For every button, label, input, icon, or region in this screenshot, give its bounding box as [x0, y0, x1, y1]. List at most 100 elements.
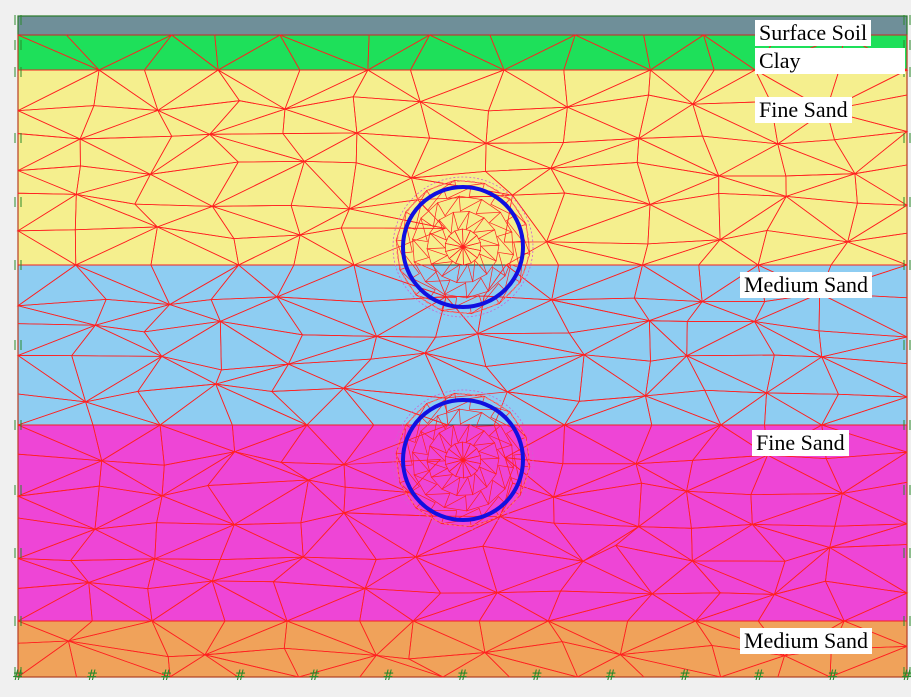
tunnel-mesh-element	[478, 253, 497, 275]
mesh-element	[483, 651, 578, 678]
tunnel-mesh-element	[452, 211, 470, 231]
tunnel-mesh-element	[399, 269, 422, 296]
tunnel-mesh-element	[462, 455, 482, 465]
bottom-fixity-marker: #	[901, 668, 911, 684]
lower-tunnel	[392, 389, 534, 531]
tunnel-mesh-element	[480, 457, 500, 475]
tunnel-mesh-element	[395, 211, 407, 242]
interface-ring-outer	[392, 176, 534, 318]
tunnel-mesh-element	[472, 217, 496, 233]
tunnel-mesh-element	[412, 451, 430, 476]
bottom-fixity-marker: #	[605, 668, 617, 684]
bottom-fixity-marker: #	[531, 668, 543, 684]
tunnel-mesh-element	[395, 424, 407, 455]
mesh-element	[67, 640, 171, 678]
tunnel-mesh-element	[429, 432, 448, 454]
tunnel-mesh-element	[413, 474, 438, 496]
tunnel-mesh-element	[420, 414, 439, 441]
tunnel-mesh-element	[477, 442, 500, 459]
tunnel-mesh-element	[399, 482, 422, 509]
tunnel-mesh-element	[477, 229, 500, 246]
layer-label-medium-sand-upper: Medium Sand	[740, 272, 873, 298]
tunnel-mesh-element	[413, 261, 438, 283]
tunnel-mesh-element	[412, 430, 428, 456]
tunnel-mesh-element	[441, 476, 461, 496]
bottom-fixity-marker: #	[679, 668, 691, 684]
tunnel-mesh-element	[487, 479, 506, 506]
mesh-element	[340, 227, 446, 266]
upper-tunnel	[392, 176, 534, 318]
tunnel-mesh-element	[426, 232, 446, 250]
tunnel-mesh-element	[424, 493, 451, 508]
tunnel-mesh-element	[496, 444, 514, 469]
bottom-fixity-marker: #	[234, 668, 246, 684]
bottom-fixity-marker: #	[160, 668, 172, 684]
bottom-fixity-marker: #	[12, 668, 24, 684]
mesh-element	[204, 654, 299, 678]
tunnel-mesh-element	[405, 403, 427, 430]
tunnel-mesh-element	[415, 507, 445, 525]
tunnel-lining	[401, 185, 525, 309]
tunnel-mesh-element	[415, 294, 445, 312]
tunnel-mesh-element	[480, 244, 500, 262]
tunnel-mesh-element	[458, 408, 483, 425]
tunnel-mesh-element	[465, 424, 485, 444]
layer-label-clay: Clay	[755, 48, 905, 74]
tunnel-mesh-element	[443, 282, 468, 299]
tunnel-mesh-element	[426, 248, 449, 265]
tunnel-mesh-element	[426, 445, 446, 463]
tunnel-mesh-element	[412, 238, 430, 263]
tunnel-mesh-element	[438, 211, 454, 235]
tunnel-mesh-element	[441, 263, 461, 283]
tunnel-mesh-element	[437, 195, 461, 217]
tunnel-mesh-element	[487, 266, 506, 293]
tunnel-mesh-element	[496, 231, 514, 256]
tunnel-mesh-element	[456, 476, 474, 496]
tunnel-mesh-element	[430, 474, 454, 490]
tunnel-mesh-element	[412, 217, 428, 243]
layer-label-medium-sand-lower: Medium Sand	[740, 628, 873, 654]
layer-label-surface-soil: Surface Soil	[755, 20, 872, 46]
tunnel-mesh-element	[462, 242, 482, 252]
tunnel-mesh-element	[478, 466, 497, 488]
tunnel-mesh-element	[472, 472, 488, 496]
tunnel-mesh-element	[475, 199, 502, 214]
tunnel-mesh-element	[429, 219, 448, 241]
finite-element-mesh	[16, 33, 909, 678]
tunnel-mesh-element	[465, 277, 489, 299]
interface-ring-outer	[392, 389, 534, 531]
tunnel-mesh-element	[452, 424, 470, 444]
tunnel-linings	[392, 176, 534, 531]
tunnel-mesh-element	[488, 424, 513, 446]
tunnel-mesh-element	[426, 461, 449, 478]
mesh-element	[359, 654, 444, 678]
mesh-element	[619, 653, 721, 678]
tunnel-mesh-element	[475, 412, 502, 427]
tunnel-mesh-element	[472, 430, 496, 446]
interface-ring	[396, 393, 530, 527]
layer-label-fine-sand-lower: Fine Sand	[752, 430, 849, 456]
tunnel-mesh-element	[395, 453, 408, 484]
boundary-fixities: # # # # # # # # # # # # #	[12, 15, 911, 684]
bottom-fixity-marker: #	[308, 668, 320, 684]
tunnel-mesh-element	[465, 211, 485, 231]
tunnel-mesh-element	[437, 408, 461, 430]
bottom-fixity-marker: #	[86, 668, 98, 684]
tunnel-lining	[401, 398, 525, 522]
bottom-fixity-marker: #	[383, 668, 395, 684]
mesh-element	[342, 424, 448, 466]
tunnel-mesh-element	[395, 240, 408, 271]
tunnel-mesh-element	[456, 263, 474, 283]
interface-ring	[396, 180, 530, 314]
layer-label-fine-sand-upper: Fine Sand	[755, 97, 852, 123]
tunnel-mesh-element	[458, 195, 483, 212]
mesh-element	[829, 645, 908, 678]
bottom-fixity-marker: #	[827, 668, 839, 684]
tunnel-mesh-element	[430, 261, 454, 277]
bottom-fixity-marker: #	[753, 668, 765, 684]
bottom-fixity-marker: #	[457, 668, 469, 684]
tunnel-mesh-element	[405, 190, 427, 217]
mesh-element	[777, 655, 831, 678]
mesh-element	[424, 352, 509, 399]
